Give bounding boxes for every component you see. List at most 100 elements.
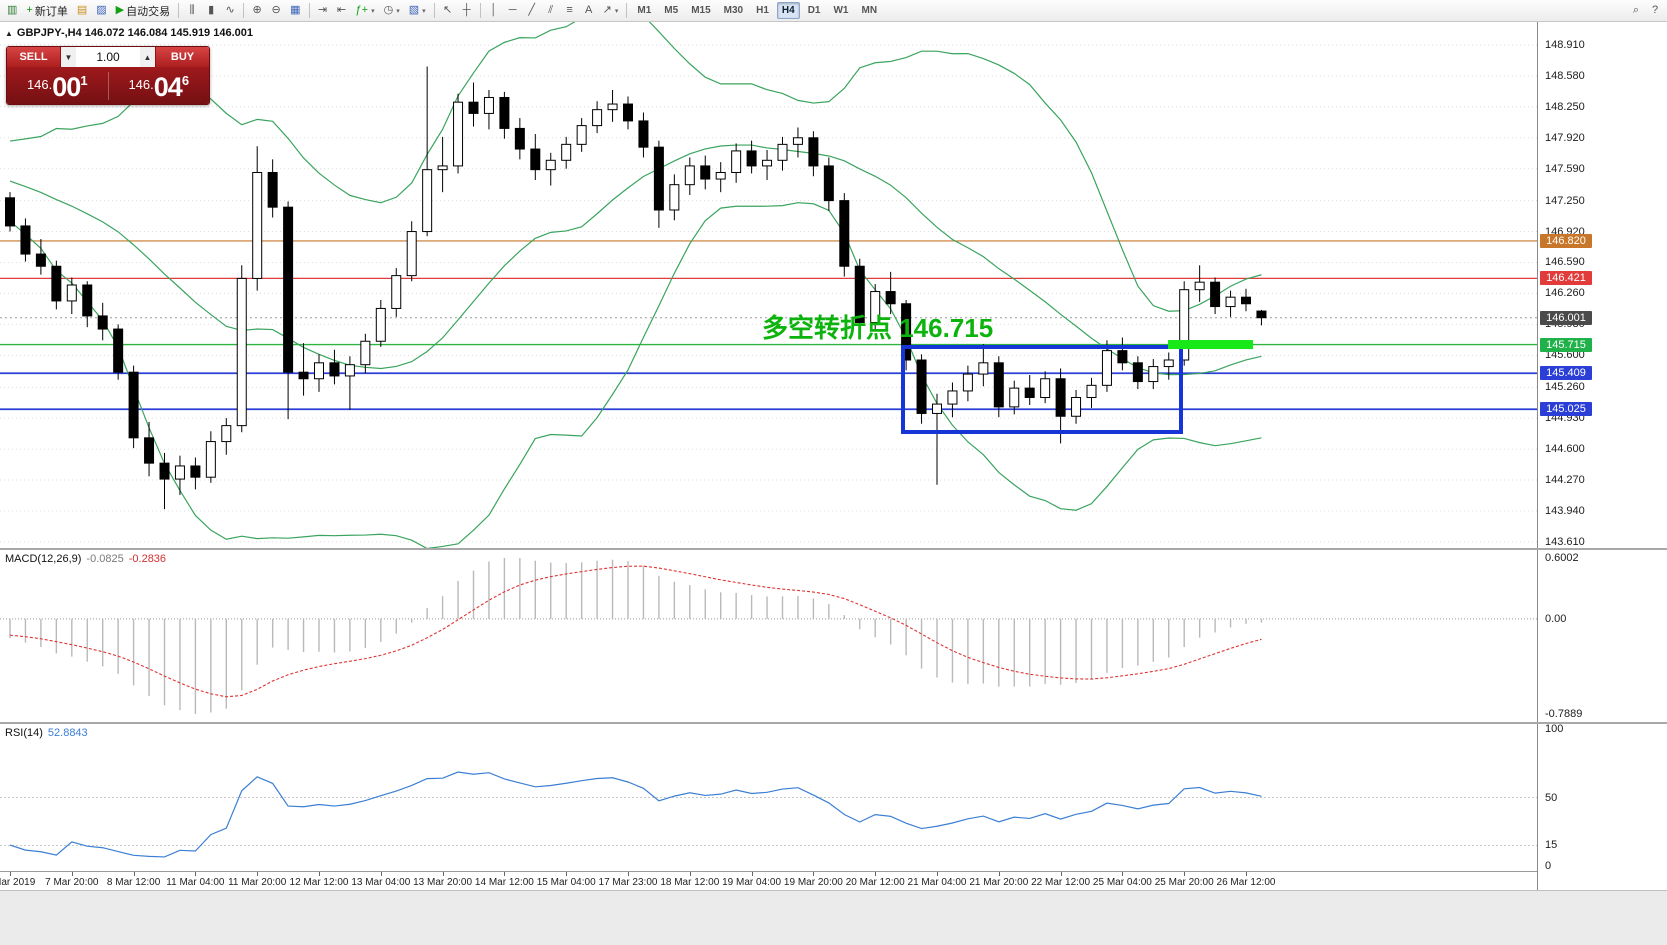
time-tick xyxy=(442,872,444,876)
data-window-icon: ▨ xyxy=(96,4,107,16)
volume-input[interactable] xyxy=(76,47,140,67)
timeframe-button-d1[interactable]: D1 xyxy=(803,2,826,19)
arrows-button[interactable]: ↗ ▾ xyxy=(599,2,623,20)
dropdown-arrow-icon: ▾ xyxy=(396,7,400,15)
zoom-out-button[interactable]: ⊖ xyxy=(267,2,285,20)
time-label: 7 Mar 2019 xyxy=(0,877,36,888)
timeframe-button-mn[interactable]: MN xyxy=(856,2,882,19)
line-chart-button[interactable]: ∿ xyxy=(221,2,239,20)
timeframe-button-w1[interactable]: W1 xyxy=(828,2,853,19)
buy-price-fraction: 6 xyxy=(181,72,190,88)
data-window-button[interactable]: ▨ xyxy=(92,2,110,20)
equidistant-channel-button[interactable]: ⫽ xyxy=(542,2,560,20)
chart-annotation-text[interactable]: 多空转折点 146.715 xyxy=(762,313,994,343)
time-label: 15 Mar 04:00 xyxy=(536,877,596,888)
new-order-button[interactable]: + 新订单 xyxy=(22,2,71,20)
templates-button[interactable]: ▧ ▾ xyxy=(405,2,430,20)
buy-button[interactable]: BUY xyxy=(155,47,209,67)
chart-shift-icon: ⇤ xyxy=(336,4,347,16)
panel-separator[interactable] xyxy=(0,722,1667,724)
timeframe-button-h1[interactable]: H1 xyxy=(751,2,774,19)
timeframe-button-m15[interactable]: M15 xyxy=(686,2,715,19)
price-tag: 145.715 xyxy=(1540,337,1592,352)
time-label: 17 Mar 23:00 xyxy=(598,877,658,888)
axis-label: 147.590 xyxy=(1545,162,1585,175)
periods-icon: ◷ xyxy=(383,4,394,16)
fibonacci-button[interactable]: ≡ xyxy=(561,2,579,20)
bar-chart-button[interactable]: ⫼ xyxy=(183,2,201,20)
axis-label: 146.590 xyxy=(1545,256,1585,269)
macd-signal-value: -0.2836 xyxy=(128,553,167,565)
auto-scroll-button[interactable]: ⇥ xyxy=(314,2,332,20)
price-tag: 146.001 xyxy=(1540,310,1592,325)
axis-label: 148.250 xyxy=(1545,100,1585,113)
equidistant-channel-icon: ⫽ xyxy=(548,4,554,16)
axis-label: 148.580 xyxy=(1545,69,1585,82)
candlestick-chart-button[interactable]: ▮ xyxy=(202,2,220,20)
price-tag: 145.025 xyxy=(1540,402,1592,417)
grid-icon: ▦ xyxy=(290,4,301,16)
sell-price[interactable]: 146.001 xyxy=(7,62,108,105)
grid-button[interactable]: ▦ xyxy=(286,2,304,20)
toolbar-separator xyxy=(243,3,245,18)
price-chart-panel[interactable]: ▲ GBPJPY-,H4 146.072 146.084 145.919 146… xyxy=(0,22,1537,548)
time-tick xyxy=(566,872,568,876)
macd-panel[interactable]: MACD(12,26,9) -0.0825 -0.2836 xyxy=(0,550,1537,722)
timeframe-button-m30[interactable]: M30 xyxy=(719,2,748,19)
axis-label: 0 xyxy=(1545,860,1552,872)
periods-button[interactable]: ◷ ▾ xyxy=(380,2,404,20)
indicators-button[interactable]: ƒ+ ▾ xyxy=(352,2,379,20)
chart-shift-button[interactable]: ⇤ xyxy=(333,2,351,20)
market-watch-button[interactable]: ▤ xyxy=(73,2,91,20)
cursor-button[interactable]: ↖ xyxy=(439,2,457,20)
crosshair-button[interactable]: ┼ xyxy=(458,2,476,20)
search-button[interactable]: ⌕ xyxy=(1627,2,1645,20)
timeframe-button-m1[interactable]: M1 xyxy=(632,2,656,19)
panel-separator[interactable] xyxy=(0,548,1667,550)
rsi-chart[interactable] xyxy=(0,724,1537,871)
volume-increase-button[interactable]: ▲ xyxy=(140,47,155,67)
axis-label: 0.00 xyxy=(1545,612,1567,625)
one-click-toggle-icon[interactable]: ▲ xyxy=(5,28,13,38)
fibonacci-icon: ≡ xyxy=(566,4,573,16)
time-label: 20 Mar 12:00 xyxy=(845,877,905,888)
volume-decrease-button[interactable]: ▼ xyxy=(61,47,76,67)
price-axis[interactable]: 148.910 148.580 148.250 147.920 147.590 147.2… xyxy=(1537,22,1667,890)
help-icon: ? xyxy=(1651,4,1659,16)
arrows-icon: ↗ xyxy=(602,4,612,16)
zoom-in-button[interactable]: ⊕ xyxy=(248,2,266,20)
rsi-panel[interactable]: RSI(14) 52.8843 xyxy=(0,724,1537,871)
text-button[interactable]: A xyxy=(580,2,598,20)
time-tick xyxy=(1246,872,1247,876)
trendline-button[interactable]: ╱ xyxy=(523,2,541,20)
horizontal-line-button[interactable]: ─ xyxy=(504,2,522,20)
axis-label: 144.600 xyxy=(1545,443,1585,456)
macd-value: -0.0825 xyxy=(86,553,124,565)
time-tick xyxy=(813,872,815,876)
crosshair-icon: ┼ xyxy=(462,4,471,16)
autotrading-button[interactable]: ▶ 自动交易 xyxy=(112,2,174,20)
candlestick-chart[interactable] xyxy=(0,22,1537,548)
time-tick xyxy=(504,872,506,876)
time-label: 22 Mar 12:00 xyxy=(1031,877,1091,888)
time-axis[interactable]: 7 Mar 2019 7 Mar 20:00 8 Mar 12:00 11 Mar 0… xyxy=(0,871,1537,890)
time-label: 19 Mar 20:00 xyxy=(783,877,843,888)
macd-chart[interactable] xyxy=(0,550,1537,722)
buy-price[interactable]: 146.046 xyxy=(109,62,210,105)
help-button[interactable]: ? xyxy=(1646,2,1664,20)
time-label: 12 Mar 12:00 xyxy=(289,877,349,888)
horizontal-line-icon: ─ xyxy=(508,4,517,16)
timeframe-button-m5[interactable]: M5 xyxy=(659,2,683,19)
axis-label: 100 xyxy=(1545,723,1564,735)
one-click-top-row: SELL ▼ ▲ BUY xyxy=(7,47,209,67)
one-click-prices: 146.001 146.046 xyxy=(7,67,209,104)
time-tick xyxy=(937,872,938,876)
new-chart-button[interactable]: ▥ xyxy=(3,2,21,20)
time-label: 13 Mar 04:00 xyxy=(351,877,411,888)
sell-button[interactable]: SELL xyxy=(7,47,61,67)
rsi-value: 52.8843 xyxy=(47,727,88,739)
vertical-line-button[interactable]: │ xyxy=(485,2,503,20)
autotrading-button-label: 自动交易 xyxy=(126,5,171,18)
sell-price-fraction: 1 xyxy=(80,72,88,88)
timeframe-button-h4[interactable]: H4 xyxy=(776,2,800,19)
